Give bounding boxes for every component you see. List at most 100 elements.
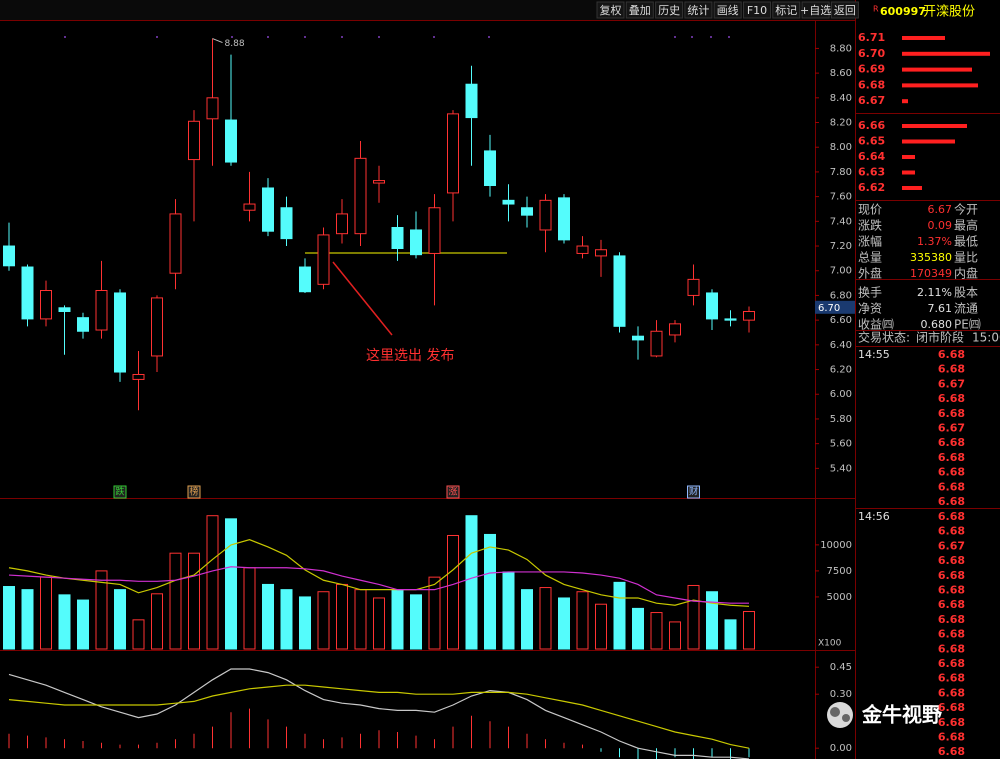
book-price: 6.71 [858, 31, 885, 44]
volume-bar [521, 589, 533, 650]
event-label[interactable]: 财 [689, 486, 698, 498]
toolbar-label[interactable]: 叠加 [629, 4, 651, 17]
candle-body [595, 249, 607, 257]
y-tick-label: 6.00 [830, 389, 852, 400]
trade-price: 6.67 [938, 422, 965, 435]
volume-bar [188, 552, 200, 650]
y-tick-label: 5.60 [830, 439, 852, 450]
candle-body [188, 120, 200, 161]
candle-body [613, 255, 626, 327]
trade-price: 6.68 [938, 584, 965, 597]
annotation: 这里选出 发布 [366, 347, 454, 364]
volume-bar [262, 583, 274, 650]
quote-label: 最低 [954, 235, 978, 249]
candle-body [669, 323, 681, 336]
y-tick-label: 8.40 [830, 93, 852, 104]
price-marker [815, 300, 855, 314]
candle-body [743, 310, 755, 321]
y-tick-label: 5.40 [830, 463, 852, 474]
quote-value: 1.37% [917, 235, 952, 248]
toolbar-label[interactable]: 画线 [717, 3, 739, 17]
volume-bar [336, 583, 348, 650]
volume-bar [21, 589, 34, 650]
trade-price: 6.68 [938, 569, 965, 582]
event-label[interactable]: 涨 [448, 487, 457, 498]
candle-body [650, 330, 663, 357]
y-tick-label: 8.20 [830, 118, 852, 129]
toolbar-label[interactable]: 返回 [834, 4, 856, 17]
quote-label: 收益㈣ [858, 318, 894, 332]
toolbar-label[interactable]: 复权 [600, 3, 622, 17]
event-box[interactable] [187, 485, 201, 499]
toolbar-button[interactable] [713, 1, 742, 19]
toolbar-button[interactable] [830, 1, 859, 19]
toolbar-button[interactable] [743, 1, 771, 19]
quote-label: 涨跌 [858, 218, 882, 233]
candle-body [77, 317, 89, 332]
candle-body [243, 203, 256, 211]
toolbar-button[interactable] [655, 1, 684, 19]
toolbar-label[interactable]: F10 [747, 4, 767, 17]
trade-price: 6.68 [938, 466, 965, 479]
toolbar-button[interactable] [772, 1, 801, 19]
indicator-line [8, 668, 750, 759]
event-label[interactable]: 跌 [115, 487, 124, 498]
indicator-line [8, 684, 750, 749]
status-time: 15:00 [972, 331, 1000, 345]
candle-body [484, 150, 496, 187]
trade-price: 6.68 [938, 510, 965, 523]
event-label[interactable]: 榜 [189, 486, 198, 498]
candle-body [206, 97, 219, 120]
event-box[interactable] [113, 485, 127, 499]
arrow [332, 261, 393, 336]
toolbar-button[interactable] [625, 1, 654, 19]
event-box[interactable] [446, 485, 460, 499]
quote-value: 0.680 [921, 318, 953, 331]
quote-value: 0.09 [928, 219, 953, 232]
quote-label: 换手 [858, 286, 882, 300]
watermark: 金牛视野 [861, 703, 942, 727]
trade-price: 6.68 [938, 642, 965, 655]
stock-name: 开滦股份 [923, 4, 975, 20]
toolbar-label[interactable]: 标记 [775, 3, 797, 17]
book-price: 6.70 [858, 47, 885, 60]
quote-value: 335380 [910, 251, 952, 264]
volume-bar [447, 534, 459, 650]
trade-price: 6.67 [938, 377, 965, 390]
toolbar-button[interactable] [596, 1, 625, 19]
event-box[interactable] [687, 485, 700, 499]
quote-label: 最高 [954, 218, 978, 233]
y-tick-label: 6.80 [830, 290, 852, 301]
book-price: 6.69 [858, 63, 885, 76]
book-price: 6.62 [858, 181, 885, 194]
book-price: 6.68 [858, 78, 885, 91]
book-size [902, 139, 955, 144]
toolbar-label[interactable]: 统计 [687, 4, 709, 17]
trade-price: 6.68 [938, 348, 965, 361]
candle-body [428, 207, 441, 254]
indicator-line [8, 566, 749, 604]
volume-bar [632, 607, 644, 650]
volume-bar [743, 611, 755, 650]
toolbar-button[interactable] [801, 1, 830, 19]
y-tick-label: 0.30 [830, 689, 852, 700]
stock-prefix: R [873, 5, 879, 14]
candle-body [706, 292, 718, 320]
candle-body [354, 157, 367, 235]
book-size [902, 186, 922, 190]
quote-label: 净资 [858, 302, 882, 316]
candle-body [502, 199, 515, 205]
book-size [902, 36, 945, 40]
trade-time: 14:55 [858, 348, 890, 361]
y-tick-label: 7.80 [830, 167, 852, 178]
y-tick-label: 5000 [827, 592, 852, 603]
candle-body [465, 83, 478, 119]
toolbar-label[interactable]: 历史 [658, 4, 680, 17]
trade-price: 6.68 [938, 731, 965, 744]
book-size [902, 83, 978, 88]
quote-label: 内盘 [954, 266, 978, 281]
toolbar-label[interactable]: +自选 [800, 4, 831, 17]
toolbar-button[interactable] [684, 1, 713, 19]
